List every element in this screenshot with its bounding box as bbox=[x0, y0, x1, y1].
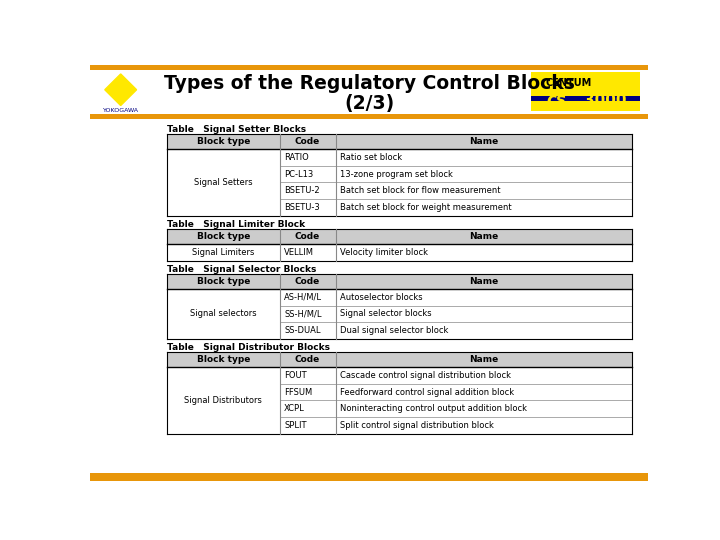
Text: Code: Code bbox=[295, 232, 320, 241]
Bar bbox=[167, 229, 632, 244]
Text: Table   Signal Selector Blocks: Table Signal Selector Blocks bbox=[167, 265, 316, 274]
Text: SPLIT: SPLIT bbox=[284, 421, 307, 430]
Text: Split control signal distribution block: Split control signal distribution block bbox=[340, 421, 494, 430]
Bar bbox=[167, 274, 632, 289]
Text: Types of the Regulatory Control Blocks: Types of the Regulatory Control Blocks bbox=[163, 74, 575, 93]
Text: PC-L13: PC-L13 bbox=[284, 170, 313, 179]
Text: Table   Signal Limiter Block: Table Signal Limiter Block bbox=[167, 220, 305, 229]
Text: YOKOGAWA: YOKOGAWA bbox=[103, 108, 139, 113]
Text: FFSUM: FFSUM bbox=[284, 388, 312, 396]
Text: Name: Name bbox=[469, 137, 498, 146]
Text: BSETU-2: BSETU-2 bbox=[284, 186, 320, 195]
Text: Ratio set block: Ratio set block bbox=[340, 153, 402, 162]
Text: FOUT: FOUT bbox=[284, 371, 307, 380]
Text: SS-DUAL: SS-DUAL bbox=[284, 326, 320, 335]
Text: Table   Signal Setter Blocks: Table Signal Setter Blocks bbox=[167, 125, 306, 134]
Text: Signal Distributors: Signal Distributors bbox=[184, 396, 262, 405]
Text: AS-H/M/L: AS-H/M/L bbox=[284, 293, 322, 302]
Bar bbox=[167, 134, 632, 149]
Text: CENTUM: CENTUM bbox=[546, 78, 592, 88]
Text: Code: Code bbox=[295, 355, 320, 364]
Text: Dual signal selector block: Dual signal selector block bbox=[340, 326, 449, 335]
Bar bbox=[167, 352, 632, 367]
Text: Table   Signal Distributor Blocks: Table Signal Distributor Blocks bbox=[167, 343, 330, 352]
Text: Name: Name bbox=[469, 355, 498, 364]
Text: Block type: Block type bbox=[197, 232, 250, 241]
Text: Velocity limiter block: Velocity limiter block bbox=[340, 248, 428, 257]
Text: Block type: Block type bbox=[197, 277, 250, 286]
Text: Signal selector blocks: Signal selector blocks bbox=[340, 309, 431, 319]
Text: cs: cs bbox=[546, 91, 566, 109]
Text: Code: Code bbox=[295, 137, 320, 146]
Bar bbox=[90, 65, 648, 119]
Text: Batch set block for weight measurement: Batch set block for weight measurement bbox=[340, 203, 512, 212]
Text: Signal Setters: Signal Setters bbox=[194, 178, 253, 187]
Bar bbox=[90, 473, 648, 481]
Bar bbox=[531, 72, 639, 111]
Polygon shape bbox=[105, 74, 137, 105]
Text: Name: Name bbox=[469, 277, 498, 286]
Bar bbox=[90, 65, 648, 70]
Text: (2/3): (2/3) bbox=[344, 93, 394, 112]
Text: VELLIM: VELLIM bbox=[284, 248, 314, 257]
Text: Block type: Block type bbox=[197, 355, 250, 364]
Text: Block type: Block type bbox=[197, 137, 250, 146]
Text: Signal selectors: Signal selectors bbox=[190, 309, 256, 319]
Text: Feedforward control signal addition block: Feedforward control signal addition bloc… bbox=[340, 388, 514, 396]
Text: Code: Code bbox=[295, 277, 320, 286]
Text: Autoselector blocks: Autoselector blocks bbox=[340, 293, 423, 302]
Text: RATIO: RATIO bbox=[284, 153, 309, 162]
Text: Cascade control signal distribution block: Cascade control signal distribution bloc… bbox=[340, 371, 511, 380]
Text: Batch set block for flow measurement: Batch set block for flow measurement bbox=[340, 186, 500, 195]
Text: Signal Limiters: Signal Limiters bbox=[192, 248, 255, 257]
Text: Noninteracting control output addition block: Noninteracting control output addition b… bbox=[340, 404, 527, 413]
Text: Name: Name bbox=[469, 232, 498, 241]
Bar bbox=[90, 114, 648, 119]
Text: 3000: 3000 bbox=[584, 93, 626, 108]
Bar bbox=[531, 96, 639, 101]
Text: 13-zone program set block: 13-zone program set block bbox=[340, 170, 453, 179]
Text: BSETU-3: BSETU-3 bbox=[284, 203, 320, 212]
Text: XCPL: XCPL bbox=[284, 404, 305, 413]
Text: SS-H/M/L: SS-H/M/L bbox=[284, 309, 322, 319]
